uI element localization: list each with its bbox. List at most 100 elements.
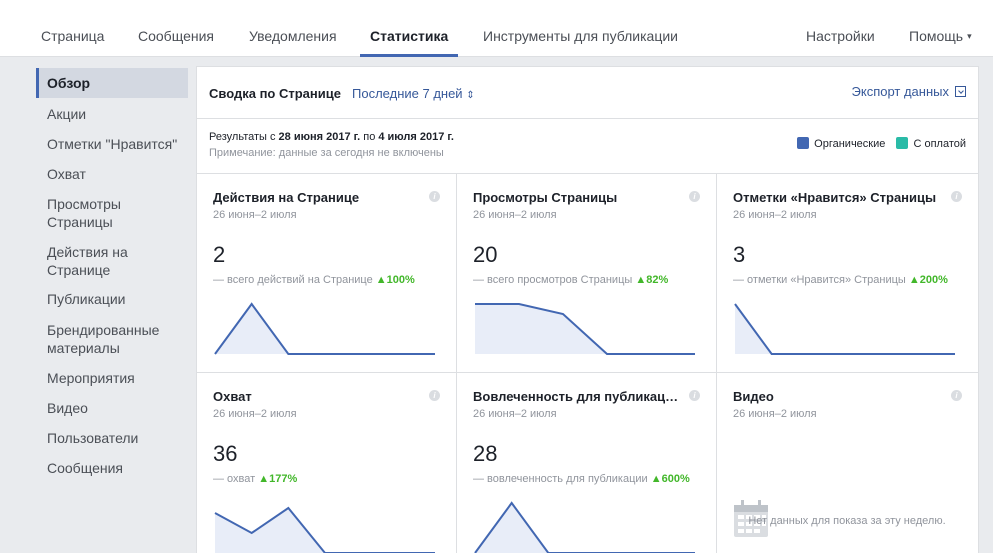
card-title: Действия на Странице xyxy=(213,190,360,205)
info-icon[interactable]: i xyxy=(689,191,700,202)
summary-header: Сводка по Странице Последние 7 дней ⇕ Эк… xyxy=(197,67,978,119)
tab-page[interactable]: Страница xyxy=(41,28,105,44)
legend-paid-label: С оплатой xyxy=(913,138,966,150)
sidebar-item-page-views[interactable]: Просмотры Страницы xyxy=(47,196,121,230)
sidebar-item-people[interactable]: Пользователи xyxy=(47,430,139,446)
card-value: 28 xyxy=(473,441,498,466)
sparkline xyxy=(214,506,435,553)
sparkline-area xyxy=(215,304,435,354)
card-value: 20 xyxy=(473,242,498,267)
sparkline-area xyxy=(215,508,435,553)
card-description: — вовлеченность для публикации ▲600% xyxy=(473,473,690,485)
top-navigation: Страница Сообщения Уведомления Статистик… xyxy=(0,0,993,57)
results-mid: по xyxy=(360,131,379,143)
sidebar-item-videos[interactable]: Видео xyxy=(47,400,88,416)
metric-card-post-engagement[interactable]: Вовлеченность для публикац… i 26 июня–2 … xyxy=(457,373,717,553)
sidebar-item-messages[interactable]: Сообщения xyxy=(47,460,123,476)
card-date: 26 июня–2 июля xyxy=(213,408,297,420)
sparkline xyxy=(734,303,955,355)
sparkline-line xyxy=(474,501,695,553)
results-prefix: Результаты с xyxy=(209,131,279,143)
metric-card-videos[interactable]: Видео i 26 июня–2 июля Нет данных для по… xyxy=(717,373,978,553)
card-description: — отметки «Нравится» Страницы ▲200% xyxy=(733,274,948,286)
card-change: ▲600% xyxy=(650,473,690,485)
sparkline-area xyxy=(475,503,695,553)
sidebar xyxy=(18,57,192,553)
period-label: Последние 7 дней xyxy=(352,86,463,101)
period-selector[interactable]: Последние 7 дней ⇕ xyxy=(352,86,475,101)
sparkline-area xyxy=(475,304,695,354)
sidebar-item-events[interactable]: Мероприятия xyxy=(47,370,135,386)
legend: Органические С оплатой xyxy=(789,137,966,150)
card-description: — всего действий на Странице ▲100% xyxy=(213,274,415,286)
results-range: Результаты с 28 июня 2017 г. по 4 июля 2… xyxy=(209,130,454,145)
card-title: Отметки «Нравится» Страницы xyxy=(733,190,937,205)
card-description-text: — отметки «Нравится» Страницы xyxy=(733,274,906,286)
legend-organic-label: Органические xyxy=(814,138,886,150)
card-title: Просмотры Страницы xyxy=(473,190,618,205)
card-title: Видео xyxy=(733,389,774,404)
no-data-message: Нет данных для показа за эту неделю. xyxy=(748,515,946,527)
sidebar-item-posts[interactable]: Публикации xyxy=(47,291,126,307)
card-value: 3 xyxy=(733,242,746,267)
chevron-down-icon: ▾ xyxy=(967,31,972,41)
card-description-text: — всего действий на Странице xyxy=(213,274,373,286)
calendar-icon xyxy=(734,500,768,537)
metrics-grid: Действия на Странице i 26 июня–2 июля 2 … xyxy=(197,173,978,553)
tab-settings[interactable]: Настройки xyxy=(806,28,875,44)
sparkline-area xyxy=(735,304,955,354)
card-value: 2 xyxy=(213,242,226,267)
summary-title: Сводка по Странице xyxy=(209,86,341,101)
sparkline xyxy=(475,303,695,355)
sparkline-line xyxy=(475,303,695,355)
export-label: Экспорт данных xyxy=(851,84,949,99)
date-to: 4 июля 2017 г. xyxy=(378,131,454,143)
sort-icon: ⇕ xyxy=(466,90,475,101)
info-icon[interactable]: i xyxy=(689,390,700,401)
info-icon[interactable]: i xyxy=(951,390,962,401)
card-change: ▲82% xyxy=(635,274,669,286)
card-date: 26 июня–2 июля xyxy=(473,408,557,420)
page-summary-panel: Сводка по Странице Последние 7 дней ⇕ Эк… xyxy=(196,66,979,553)
card-description: — всего просмотров Страницы ▲82% xyxy=(473,274,668,286)
info-icon[interactable]: i xyxy=(429,390,440,401)
card-title: Вовлеченность для публикац… xyxy=(473,389,679,404)
card-change: ▲100% xyxy=(375,274,415,286)
info-icon[interactable]: i xyxy=(951,191,962,202)
help-label: Помощь xyxy=(909,28,964,44)
tab-messages[interactable]: Сообщения xyxy=(138,28,214,44)
metric-card-page-views[interactable]: Просмотры Страницы i 26 июня–2 июля 20 —… xyxy=(457,174,717,373)
sidebar-item-branded-content[interactable]: Брендированные материалы xyxy=(47,322,160,356)
results-note: Примечание: данные за сегодня не включен… xyxy=(209,147,444,159)
download-icon xyxy=(955,86,966,97)
sidebar-item-reach[interactable]: Охват xyxy=(47,166,86,182)
card-date: 26 июня–2 июля xyxy=(213,209,297,221)
help-menu[interactable]: Помощь ▾ xyxy=(909,0,972,57)
info-icon[interactable]: i xyxy=(429,191,440,202)
card-change: ▲200% xyxy=(908,274,948,286)
legend-organic: Органические xyxy=(797,137,886,150)
sparkline-line xyxy=(214,506,435,553)
card-description-text: — вовлеченность для публикации xyxy=(473,473,648,485)
sparkline xyxy=(214,302,435,355)
legend-organic-swatch xyxy=(797,137,810,149)
metric-card-page-likes[interactable]: Отметки «Нравится» Страницы i 26 июня–2 … xyxy=(717,174,978,373)
card-description-text: — всего просмотров Страницы xyxy=(473,274,633,286)
sparkline xyxy=(474,501,695,553)
sidebar-item-likes[interactable]: Отметки "Нравится" xyxy=(47,136,178,152)
sidebar-item-promotions[interactable]: Акции xyxy=(47,106,87,122)
export-data-link[interactable]: Экспорт данных xyxy=(852,84,966,99)
sidebar-item-page-actions[interactable]: Действия на Странице xyxy=(47,244,128,278)
legend-paid-swatch xyxy=(896,137,909,149)
tab-publishing-tools[interactable]: Инструменты для публикации xyxy=(483,28,678,44)
card-date: 26 июня–2 июля xyxy=(473,209,557,221)
card-description-text: — охват xyxy=(213,473,256,485)
metric-card-page-actions[interactable]: Действия на Странице i 26 июня–2 июля 2 … xyxy=(197,174,457,373)
card-date: 26 июня–2 июля xyxy=(733,408,817,420)
tab-notifications[interactable]: Уведомления xyxy=(249,28,337,44)
card-value: 36 xyxy=(213,441,238,466)
tab-insights[interactable]: Статистика xyxy=(359,0,459,57)
metric-card-reach[interactable]: Охват i 26 июня–2 июля 36 — охват ▲177% xyxy=(197,373,457,553)
card-description: — охват ▲177% xyxy=(213,473,297,485)
sidebar-item-overview[interactable]: Обзор xyxy=(36,68,188,98)
